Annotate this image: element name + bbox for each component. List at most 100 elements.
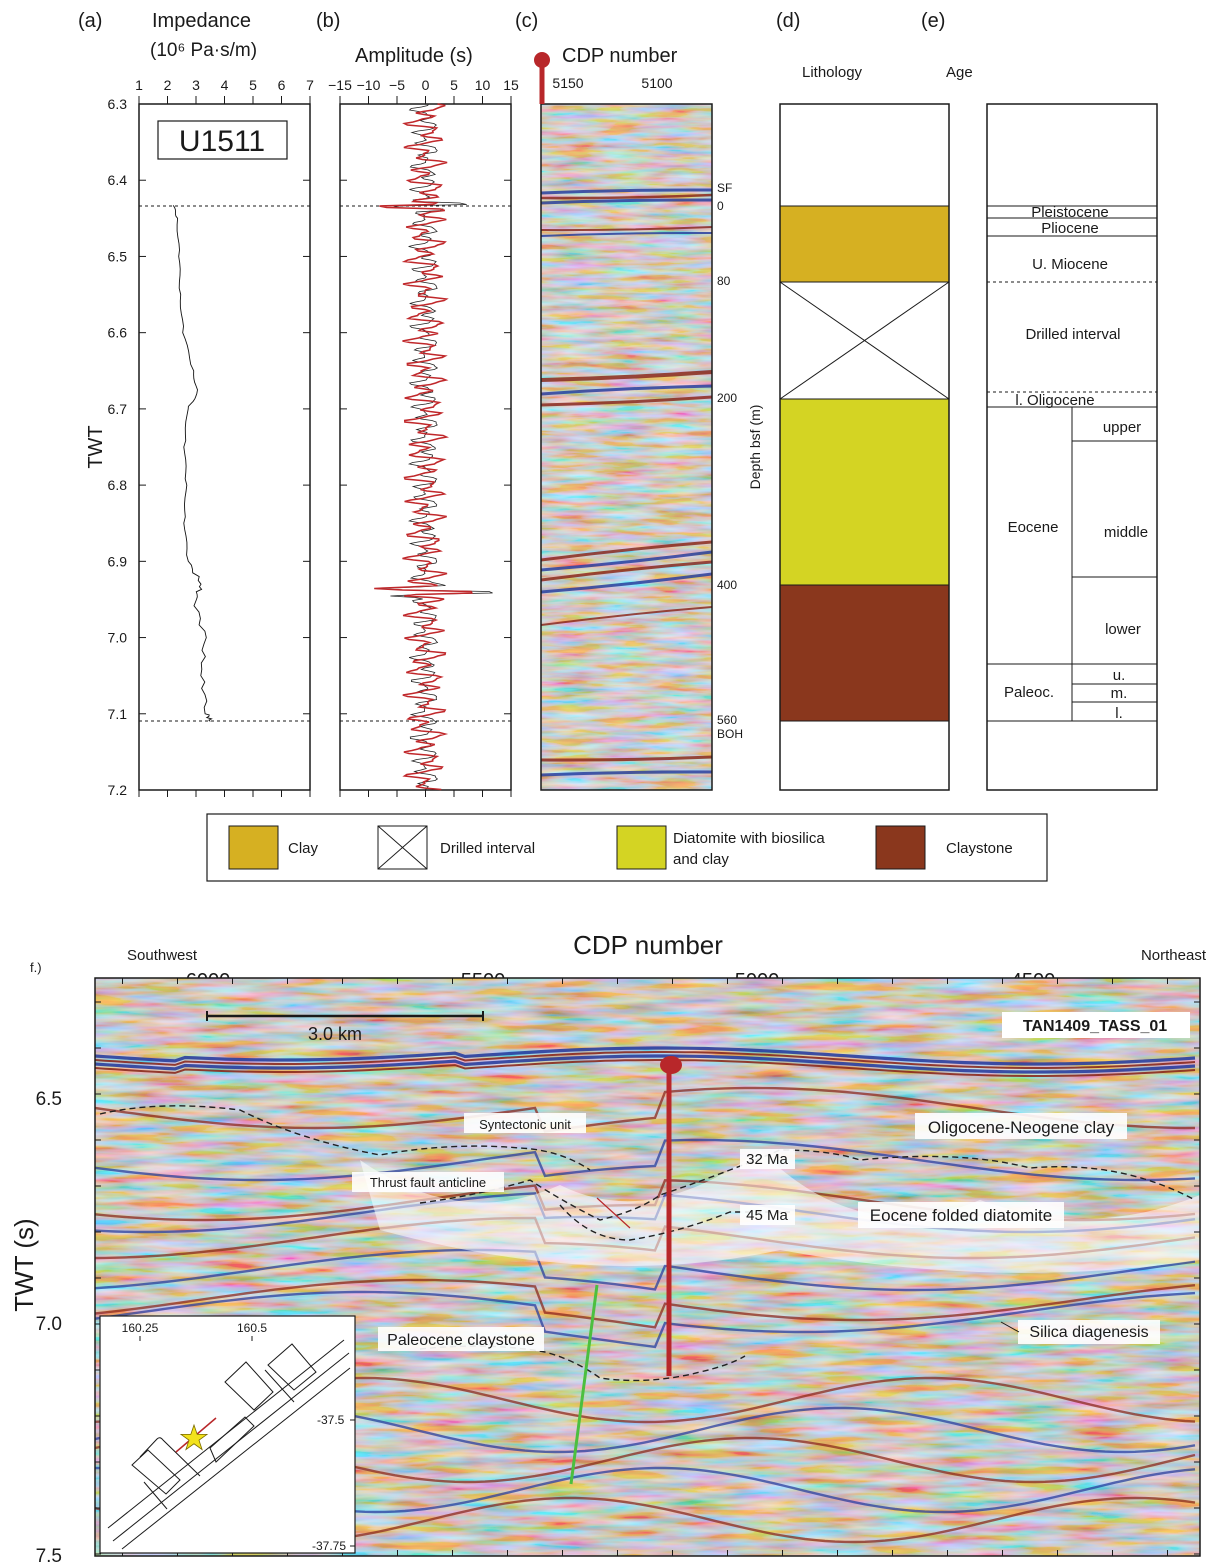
site-star-icon xyxy=(179,1423,209,1451)
depth-label-200: 200 xyxy=(717,391,737,405)
panel-d-title: Lithology xyxy=(802,64,863,81)
depth-label-80: 80 xyxy=(717,274,731,288)
age-pliocene: Pliocene xyxy=(1041,220,1099,237)
panel-f-minor-ticks xyxy=(95,978,1200,1556)
inset-frame xyxy=(99,1315,356,1554)
panel-a-xtick-1: 1 xyxy=(135,77,143,93)
panel-a-ylabel: TWT xyxy=(85,425,107,468)
seismic-trace xyxy=(374,103,474,791)
inset-lon-16025: 160.25 xyxy=(122,1321,159,1335)
twt-tick-6.9: 6.9 xyxy=(108,553,128,569)
site-label-box xyxy=(157,120,288,160)
panel-f-title: CDP number xyxy=(573,930,723,960)
panel-e: Pleistocene Pliocene U. Miocene Drilled … xyxy=(986,103,1158,791)
panel-a-x-ticks: 1 2 3 4 5 6 7 xyxy=(135,77,314,797)
legend-swatch-claystone xyxy=(875,825,926,870)
line-name-box xyxy=(1002,1012,1190,1038)
litho-claystone xyxy=(780,585,949,721)
age-upper: upper xyxy=(1103,419,1141,436)
panel-f-letter: f.) xyxy=(30,960,42,975)
panel-f: f.) CDP number Southwest Northeast 6000 … xyxy=(9,930,1207,1564)
twt-tick-6.4: 6.4 xyxy=(108,172,128,188)
panel-a-xtick-7: 7 xyxy=(306,77,314,93)
annot-syntectonic: Syntectonic unit xyxy=(479,1117,571,1132)
legend-label-diatomite-1: Diatomite with biosilica xyxy=(673,830,825,847)
twt-tick-6.6: 6.6 xyxy=(108,325,128,341)
panel-e-title: Age xyxy=(946,64,973,81)
annot-thrust-fault: Thrust fault anticline xyxy=(370,1175,486,1190)
panel-a-title: Impedance xyxy=(152,10,251,32)
panel-f-southwest: Southwest xyxy=(127,947,198,964)
twt-tick-7.1: 7.1 xyxy=(108,706,128,722)
age-lower: lower xyxy=(1105,621,1141,638)
panel-a-xtick-3: 3 xyxy=(192,77,200,93)
annot-oligocene-neogene: Oligocene-Neogene clay xyxy=(928,1118,1115,1137)
panel-b-x-ticks: −15 −10 −5 0 5 10 15 xyxy=(328,77,519,797)
annot-paleocene: Paleocene claystone xyxy=(387,1332,535,1349)
legend-swatch-clay xyxy=(228,825,279,870)
twt-tick-6.5: 6.5 xyxy=(108,248,128,264)
fault-line xyxy=(569,1284,599,1485)
annot-32ma: 32 Ma xyxy=(746,1151,788,1168)
age-middle: middle xyxy=(1104,524,1148,541)
panel-b: −15 −10 −5 0 5 10 15 xyxy=(328,77,519,797)
inset-lon-1605: 160.5 xyxy=(237,1321,267,1335)
twt-tick-6.7: 6.7 xyxy=(108,401,128,417)
age-eocene: Eocene xyxy=(1008,519,1059,536)
legend-label-clay: Clay xyxy=(288,840,319,857)
panel-a-letter: (a) xyxy=(78,10,102,32)
panel-a-xtick-6: 6 xyxy=(278,77,286,93)
impedance-log xyxy=(172,205,213,722)
panel-c-title: CDP number xyxy=(562,45,678,67)
f-ytick-7.0: 7.0 xyxy=(36,1314,62,1335)
twt-tick-7.2: 7.2 xyxy=(108,782,128,798)
panel-c-tick-5100: 5100 xyxy=(641,75,672,91)
line-name: TAN1409_TASS_01 xyxy=(1023,1018,1167,1035)
panel-b-xtick-2: −5 xyxy=(389,77,405,93)
panel-b-title: Amplitude (s) xyxy=(355,45,473,67)
panel-d-frame xyxy=(779,103,950,791)
age-paleoc-u: u. xyxy=(1113,667,1126,684)
age-paleocene: Paleoc. xyxy=(1004,684,1054,701)
annot-eocene-diatomite: Eocene folded diatomite xyxy=(870,1206,1052,1225)
legend-swatch-diatomite xyxy=(616,825,667,870)
panel-d xyxy=(779,103,950,791)
panel-f-ylabel: TWT (s) xyxy=(9,1218,39,1311)
well-head-c xyxy=(534,52,550,68)
depth-label-0: 0 xyxy=(717,199,724,213)
age-paleoc-m: m. xyxy=(1111,685,1128,702)
panel-a-xtick-5: 5 xyxy=(249,77,257,93)
twt-tick-6.8: 6.8 xyxy=(108,477,128,493)
panel-a-units: (10⁶ Pa·s/m) xyxy=(150,40,257,61)
age-paleoc-l: l. xyxy=(1115,705,1123,722)
panel-e-frame xyxy=(986,103,1158,791)
f-ytick-7.5: 7.5 xyxy=(36,1546,62,1564)
panel-a-xtick-4: 4 xyxy=(221,77,229,93)
depth-label-560: 560 xyxy=(717,713,737,727)
panel-c-tick-5150: 5150 xyxy=(552,75,583,91)
panel-b-xtick-3: 0 xyxy=(422,77,430,93)
panel-e-letter: (e) xyxy=(921,10,945,32)
horizon-45ma xyxy=(559,1204,790,1241)
age-drilled-interval: Drilled interval xyxy=(1025,326,1120,343)
f-ytick-6.5: 6.5 xyxy=(36,1089,62,1110)
panel-f-northeast: Northeast xyxy=(1141,947,1207,964)
depth-label-400: 400 xyxy=(717,578,737,592)
inset-lat-3775: -37.75 xyxy=(312,1539,346,1553)
annot-silica: Silica diagenesis xyxy=(1029,1324,1148,1341)
site-label: U1511 xyxy=(179,125,265,158)
inset-map: 160.25 160.5 -37.5 -37.75 xyxy=(99,1315,356,1554)
annot-45ma: 45 Ma xyxy=(746,1207,788,1224)
panel-b-xtick-6: 15 xyxy=(503,77,519,93)
litho-clay xyxy=(780,206,949,282)
panel-d-letter: (d) xyxy=(776,10,800,32)
legend-label-claystone: Claystone xyxy=(946,840,1013,857)
age-u-miocene: U. Miocene xyxy=(1032,256,1108,273)
depth-axis-label: Depth bsf (m) xyxy=(747,405,763,490)
panel-b-xtick-1: −10 xyxy=(357,77,381,93)
panel-c-letter: (c) xyxy=(515,10,538,32)
panel-f-frame xyxy=(94,977,1201,1557)
twt-tick-7.0: 7.0 xyxy=(108,630,128,646)
panel-a-frame xyxy=(138,103,311,791)
age-pleistocene: Pleistocene xyxy=(1031,204,1109,221)
